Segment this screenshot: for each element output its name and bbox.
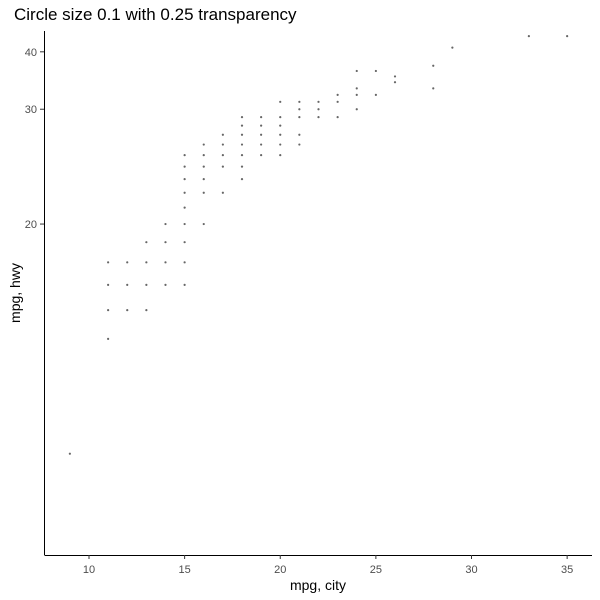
data-point xyxy=(279,124,282,127)
data-point xyxy=(107,283,110,286)
data-point xyxy=(183,261,186,264)
data-point xyxy=(432,87,435,90)
data-point xyxy=(260,116,263,119)
points-layer xyxy=(68,35,569,455)
data-point xyxy=(279,100,282,103)
data-point xyxy=(126,283,129,286)
data-point xyxy=(183,241,186,244)
data-point xyxy=(183,206,186,209)
data-point xyxy=(221,191,224,194)
data-point xyxy=(240,143,244,146)
data-point xyxy=(221,165,224,168)
data-point xyxy=(240,178,244,181)
data-point xyxy=(202,143,205,146)
data-point xyxy=(107,261,110,264)
x-axis-title: mpg, city xyxy=(290,577,346,593)
data-point xyxy=(298,133,301,136)
x-tick-label: 10 xyxy=(83,564,95,576)
data-point xyxy=(202,178,205,181)
data-point xyxy=(145,309,148,312)
x-tick-label: 30 xyxy=(465,564,477,576)
data-point xyxy=(221,154,224,157)
data-point xyxy=(374,69,377,73)
data-point xyxy=(279,133,282,136)
x-tick-label: 35 xyxy=(561,564,573,576)
data-point xyxy=(260,143,263,146)
data-point xyxy=(183,283,186,286)
data-point xyxy=(240,154,244,157)
data-point xyxy=(240,124,244,127)
data-point xyxy=(393,81,397,84)
data-point xyxy=(126,261,129,264)
data-point xyxy=(145,261,148,264)
data-point xyxy=(527,35,530,38)
data-point xyxy=(336,100,339,103)
data-point xyxy=(202,222,205,226)
data-point xyxy=(183,154,186,157)
data-point xyxy=(355,108,358,111)
data-point xyxy=(355,87,358,90)
data-point xyxy=(202,191,205,194)
data-point xyxy=(260,133,263,136)
y-tick-label: 20 xyxy=(25,219,37,231)
data-point xyxy=(145,241,148,244)
y-axis-title: mpg, hwy xyxy=(7,263,23,323)
data-point xyxy=(317,100,320,103)
data-point xyxy=(298,108,301,111)
data-point xyxy=(164,283,167,286)
data-point xyxy=(183,178,186,181)
ticks-layer: 10 15 20 25 30 35 20 30 40 xyxy=(25,47,574,576)
data-point xyxy=(432,64,435,67)
data-point xyxy=(107,309,110,312)
data-point xyxy=(221,133,224,136)
chart-title: Circle size 0.1 with 0.25 transparency xyxy=(14,5,297,24)
data-point xyxy=(355,69,358,73)
data-point xyxy=(164,241,167,244)
data-point xyxy=(279,154,282,157)
data-point xyxy=(260,124,263,127)
data-point xyxy=(317,116,320,119)
data-point xyxy=(164,222,167,226)
data-point xyxy=(240,116,244,119)
data-point xyxy=(298,143,301,146)
data-point xyxy=(374,93,377,96)
data-point xyxy=(566,35,569,38)
data-point xyxy=(202,165,205,168)
y-tick-label: 40 xyxy=(25,47,37,59)
data-point xyxy=(126,309,129,312)
data-point xyxy=(183,222,186,226)
data-point xyxy=(107,337,110,340)
data-point xyxy=(260,154,263,157)
data-point xyxy=(279,116,282,119)
data-point xyxy=(145,283,148,286)
data-point xyxy=(298,100,301,103)
data-point xyxy=(202,154,205,157)
data-point xyxy=(355,93,358,96)
data-point xyxy=(336,116,339,119)
data-point xyxy=(183,191,186,194)
y-tick-label: 30 xyxy=(25,104,37,116)
data-point xyxy=(336,93,339,96)
data-point xyxy=(451,46,454,49)
x-tick-label: 15 xyxy=(178,564,190,576)
data-point xyxy=(240,165,244,168)
data-point xyxy=(298,116,301,119)
data-point xyxy=(393,75,397,78)
data-point xyxy=(183,165,186,168)
data-point xyxy=(221,143,224,146)
x-tick-label: 25 xyxy=(370,564,382,576)
x-tick-label: 20 xyxy=(274,564,286,576)
data-point xyxy=(317,108,320,111)
data-point xyxy=(240,133,244,136)
data-point xyxy=(279,143,282,146)
data-point xyxy=(68,452,71,455)
data-point xyxy=(164,261,167,264)
